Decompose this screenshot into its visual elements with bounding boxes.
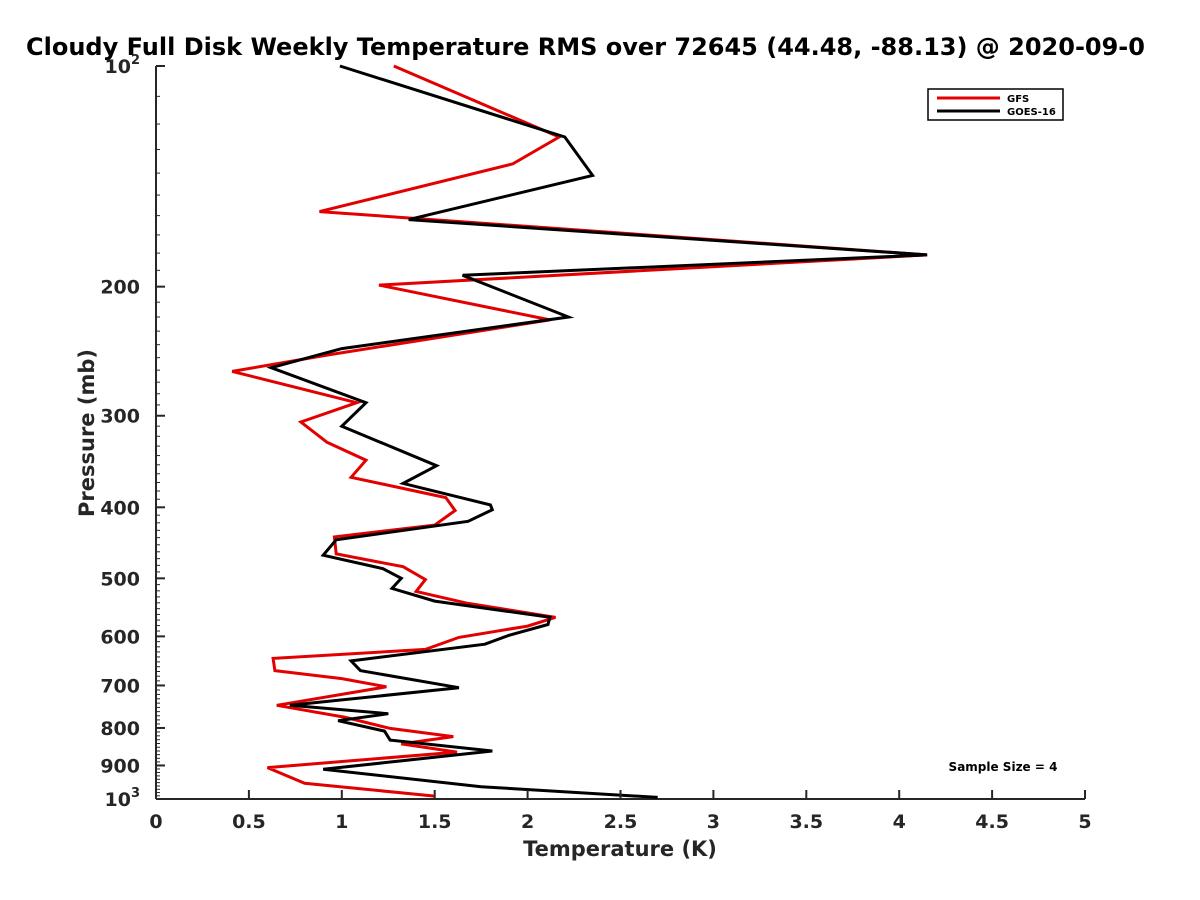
x-axis-ticks: 0 0.5 1 1.5 2 2.5 3 3.5 4 4.5 5 bbox=[149, 790, 1092, 833]
y-axis-ticks: 102 200 300 400 500 600 700 800 900 103 bbox=[100, 53, 165, 811]
y-tick-label: 300 bbox=[100, 406, 140, 428]
series-line-gfs bbox=[231, 64, 928, 798]
x-tick-label: 1 bbox=[335, 811, 348, 833]
x-tick-label: 4 bbox=[893, 811, 906, 833]
x-tick-label: 1.5 bbox=[418, 811, 452, 833]
sample-size-annotation: Sample Size = 4 bbox=[949, 760, 1058, 774]
x-tick-label: 0.5 bbox=[232, 811, 266, 833]
y-tick-label: 900 bbox=[100, 755, 140, 777]
y-tick-label: 103 bbox=[105, 786, 141, 811]
legend-label: GOES-16 bbox=[1007, 107, 1056, 118]
series-line-goes-16 bbox=[266, 64, 928, 799]
legend-box bbox=[927, 88, 1064, 121]
legend: GFS GOES-16 bbox=[927, 88, 1064, 121]
legend-label: GFS bbox=[1007, 94, 1029, 105]
y-tick-label: 500 bbox=[100, 568, 140, 590]
x-tick-label: 2 bbox=[521, 811, 534, 833]
x-tick-label: 5 bbox=[1078, 811, 1091, 833]
y-tick-label: 800 bbox=[100, 718, 140, 740]
y-tick-label: 700 bbox=[100, 675, 140, 697]
x-tick-label: 3.5 bbox=[789, 811, 823, 833]
x-tick-label: 2.5 bbox=[604, 811, 638, 833]
y-axis-label: Pressure (mb) bbox=[75, 349, 99, 517]
x-tick-label: 3 bbox=[707, 811, 720, 833]
y-tick-label: 200 bbox=[100, 277, 140, 299]
y-tick-label: 400 bbox=[100, 497, 140, 519]
x-axis-label: Temperature (K) bbox=[523, 837, 717, 861]
x-tick-label: 4.5 bbox=[975, 811, 1009, 833]
chart-title: Cloudy Full Disk Weekly Temperature RMS … bbox=[26, 33, 1145, 61]
y-tick-label: 600 bbox=[100, 626, 140, 648]
y-tick-label: 102 bbox=[105, 53, 141, 78]
x-tick-label: 0 bbox=[149, 811, 162, 833]
plot-area bbox=[155, 64, 1085, 800]
